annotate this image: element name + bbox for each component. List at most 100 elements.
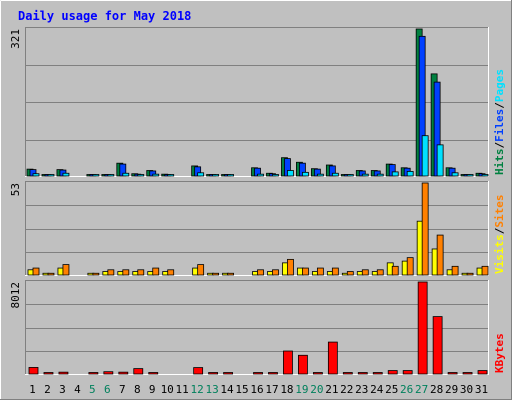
bar-sites-day-24 bbox=[376, 269, 384, 276]
bar-kbytes-day-2 bbox=[43, 372, 54, 375]
bar-kbytes-day-1 bbox=[28, 367, 39, 375]
bar-kbytes-day-26 bbox=[402, 370, 413, 375]
bar-kbytes-day-8 bbox=[133, 368, 144, 375]
chart-title: Daily usage for May 2018 bbox=[18, 9, 191, 23]
bar-kbytes-day-24 bbox=[372, 372, 383, 375]
bar-pages-day-23 bbox=[361, 173, 369, 177]
bar-sites-day-13 bbox=[212, 272, 220, 276]
bar-sites-day-25 bbox=[391, 265, 399, 276]
bar-pages-day-3 bbox=[62, 172, 70, 177]
bar-sites-day-30 bbox=[466, 272, 474, 276]
bar-kbytes-day-21 bbox=[327, 341, 338, 375]
x-tick-label: 7 bbox=[119, 383, 126, 396]
bar-pages-day-30 bbox=[466, 174, 474, 177]
x-tick-label: 12 bbox=[191, 383, 204, 396]
bar-kbytes-day-29 bbox=[447, 372, 458, 375]
bar-pages-day-6 bbox=[107, 174, 115, 177]
x-tick-label: 29 bbox=[445, 383, 458, 396]
bar-sites-day-22 bbox=[346, 271, 354, 276]
bar-kbytes-day-17 bbox=[268, 372, 278, 375]
bar-kbytes-day-22 bbox=[342, 372, 353, 375]
legend-entry-hits: Hits bbox=[493, 149, 506, 176]
legend-separator: / bbox=[493, 227, 506, 234]
x-tick-label: 15 bbox=[235, 383, 248, 396]
x-tick-label: 20 bbox=[310, 383, 323, 396]
bar-sites-day-1 bbox=[32, 267, 40, 276]
legend-entry-files: Files bbox=[493, 109, 506, 142]
bar-pages-day-25 bbox=[391, 171, 399, 177]
bar-pages-day-20 bbox=[316, 173, 324, 177]
x-tick-label: 22 bbox=[340, 383, 353, 396]
bar-pages-day-16 bbox=[257, 173, 264, 177]
y-max-label: 321 bbox=[9, 29, 22, 49]
bar-sites-day-31 bbox=[481, 265, 489, 276]
bar-pages-day-2 bbox=[47, 174, 55, 177]
bar-sites-day-27 bbox=[421, 182, 429, 276]
bar-pages-day-5 bbox=[92, 174, 100, 177]
bar-sites-day-21 bbox=[331, 267, 339, 276]
bar-sites-day-7 bbox=[122, 269, 130, 276]
x-tick-label: 1 bbox=[29, 383, 36, 396]
x-tick-label: 10 bbox=[161, 383, 174, 396]
bar-pages-day-27 bbox=[421, 135, 429, 177]
bar-sites-day-17 bbox=[272, 269, 279, 276]
bar-sites-day-20 bbox=[316, 267, 324, 276]
x-tick-label: 23 bbox=[355, 383, 368, 396]
bar-sites-day-14 bbox=[227, 272, 234, 276]
legend-separator: / bbox=[493, 142, 506, 149]
legend-separator: / bbox=[493, 102, 506, 109]
bar-kbytes-day-18 bbox=[283, 350, 293, 375]
x-tick-label: 19 bbox=[295, 383, 308, 396]
x-tick-label: 5 bbox=[89, 383, 96, 396]
x-tick-label: 6 bbox=[104, 383, 111, 396]
x-tick-label: 24 bbox=[370, 383, 384, 396]
bar-sites-day-9 bbox=[152, 267, 160, 276]
y-max-label: 8012 bbox=[9, 282, 22, 309]
bar-pages-day-18 bbox=[287, 170, 294, 177]
bar-kbytes-day-6 bbox=[103, 371, 114, 375]
bar-sites-day-12 bbox=[197, 264, 205, 276]
bar-kbytes-day-3 bbox=[58, 371, 69, 375]
bar-kbytes-day-7 bbox=[118, 371, 129, 375]
x-tick-label: 26 bbox=[400, 383, 413, 396]
bar-pages-day-17 bbox=[272, 174, 279, 177]
bar-pages-day-8 bbox=[137, 174, 145, 177]
bar-pages-day-29 bbox=[451, 172, 459, 177]
bar-pages-day-13 bbox=[212, 174, 220, 177]
x-tick-label: 27 bbox=[415, 383, 428, 396]
x-tick-label: 17 bbox=[265, 383, 278, 396]
bar-pages-day-31 bbox=[481, 174, 489, 177]
bar-pages-day-21 bbox=[331, 172, 339, 177]
bar-sites-day-29 bbox=[451, 265, 459, 276]
bar-kbytes-day-27 bbox=[417, 281, 428, 375]
bar-sites-day-28 bbox=[436, 234, 444, 276]
legend: Hits/Files/Pages bbox=[493, 69, 506, 175]
x-tick-label: 8 bbox=[134, 383, 141, 396]
bar-sites-day-2 bbox=[47, 272, 55, 276]
legend-entry-pages: Pages bbox=[493, 69, 506, 102]
x-tick-label: 9 bbox=[149, 383, 156, 396]
bar-pages-day-12 bbox=[197, 172, 205, 177]
legend: KBytes bbox=[493, 333, 506, 373]
y-max-label: 53 bbox=[9, 183, 22, 196]
bar-pages-day-14 bbox=[227, 174, 234, 177]
chart-panels: 321Hits/Files/Pages53Visits/Sites8012KBy… bbox=[9, 27, 506, 375]
bar-sites-day-16 bbox=[257, 269, 264, 276]
bar-pages-day-24 bbox=[376, 173, 384, 177]
x-tick-label: 18 bbox=[280, 383, 293, 396]
bar-kbytes-day-14 bbox=[223, 372, 233, 375]
bar-sites-day-3 bbox=[62, 264, 70, 276]
bar-pages-day-19 bbox=[302, 171, 309, 177]
bar-kbytes-day-5 bbox=[88, 372, 99, 375]
x-axis-tick-labels: 1 2 3 4 5 6 7 8 9 10 11 12 13 14 15 16 17 18 19 20 21 22 23 24 2… bbox=[29, 383, 488, 396]
x-tick-label: 3 bbox=[59, 383, 66, 396]
bar-pages-day-28 bbox=[436, 144, 444, 177]
bar-pages-day-7 bbox=[122, 172, 130, 177]
x-tick-label: 30 bbox=[460, 383, 473, 396]
bar-kbytes-day-12 bbox=[193, 367, 204, 375]
bar-kbytes-day-23 bbox=[357, 372, 368, 375]
x-tick-label: 28 bbox=[430, 383, 443, 396]
